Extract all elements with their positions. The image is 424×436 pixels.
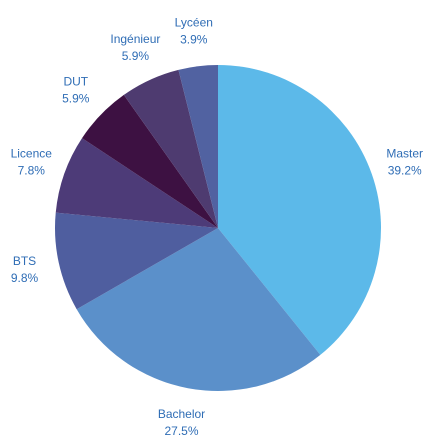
slice-value: 5.9% — [62, 91, 90, 105]
slice-label: Ingénieur — [110, 32, 160, 46]
slice-label: DUT — [63, 74, 88, 88]
pie-slice — [218, 65, 381, 355]
slice-value: 7.8% — [18, 163, 46, 177]
pie-slice — [55, 212, 218, 310]
slice-value: 5.9% — [122, 49, 150, 63]
slice-value: 27.5% — [164, 424, 198, 436]
slice-label: Bachelor — [158, 407, 205, 421]
slice-value: 3.9% — [180, 33, 208, 47]
slice-value: 9.8% — [11, 271, 39, 285]
pie-slice — [82, 94, 218, 228]
slice-label: BTS — [13, 254, 36, 268]
pie-slice — [123, 69, 218, 229]
slice-label: Lycéen — [175, 16, 213, 30]
slice-value: 39.2% — [388, 163, 422, 177]
slice-label: Master — [386, 146, 423, 160]
slice-label: Licence — [11, 146, 53, 160]
pie-slice — [55, 138, 218, 228]
pie-slice — [178, 65, 218, 228]
pie-slice — [76, 228, 321, 391]
